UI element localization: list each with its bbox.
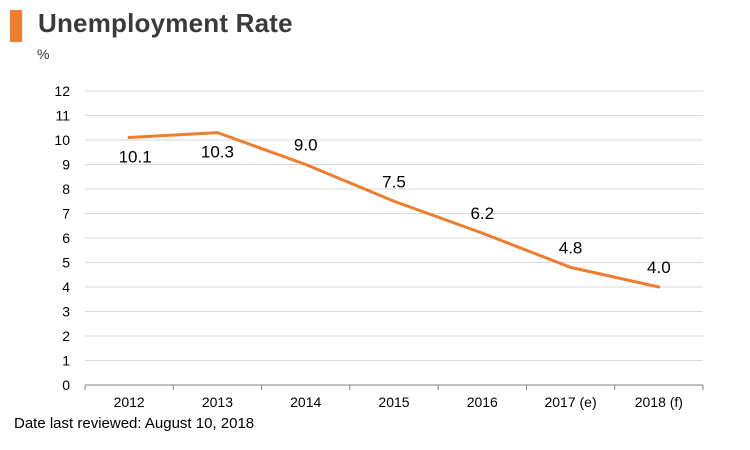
data-label: 10.3 [201,143,234,162]
y-tick-label: 2 [62,328,70,344]
y-tick-label: 6 [62,230,70,246]
y-tick-label: 4 [62,279,70,295]
date-reviewed-note: Date last reviewed: August 10, 2018 [14,415,255,432]
data-label: 9.0 [294,136,318,155]
data-label: 10.1 [119,148,152,167]
series-line [127,131,661,289]
x-tick-label: 2017 (e) [544,394,596,410]
x-tick-label: 2018 (f) [635,394,683,410]
y-tick-label: 1 [62,353,70,369]
y-tick-label: 3 [62,304,70,320]
y-axis-unit: % [37,46,50,62]
x-axis: 2012 2013 2014 2015 2016 2017 (e) 2018 (f) [84,384,704,410]
series-line-path [127,131,661,289]
x-tick-label: 2014 [290,394,321,410]
gridlines [85,90,703,361]
chart-title: Unemployment Rate [38,8,293,38]
x-tick-label: 2013 [202,394,233,410]
y-tick-label: 11 [55,108,70,124]
y-tick-label: 8 [62,181,70,197]
data-label: 4.8 [559,238,583,257]
x-tick-label: 2016 [467,394,498,410]
y-tick-label: 5 [62,255,70,271]
y-tick-label: 9 [62,157,70,173]
y-tick-label: 0 [62,377,70,393]
data-label: 4.0 [647,258,671,277]
data-label: 6.2 [470,204,494,223]
y-tick-label: 10 [54,132,70,148]
data-label: 7.5 [382,172,406,191]
y-tick-label: 12 [54,83,70,99]
x-tick-label: 2012 [114,394,145,410]
title-accent-bar [10,10,22,42]
y-tick-label: 7 [62,206,70,222]
x-tick-label: 2015 [378,394,409,410]
data-labels: 10.1 10.3 9.0 7.5 6.2 4.8 4.0 [119,136,671,278]
